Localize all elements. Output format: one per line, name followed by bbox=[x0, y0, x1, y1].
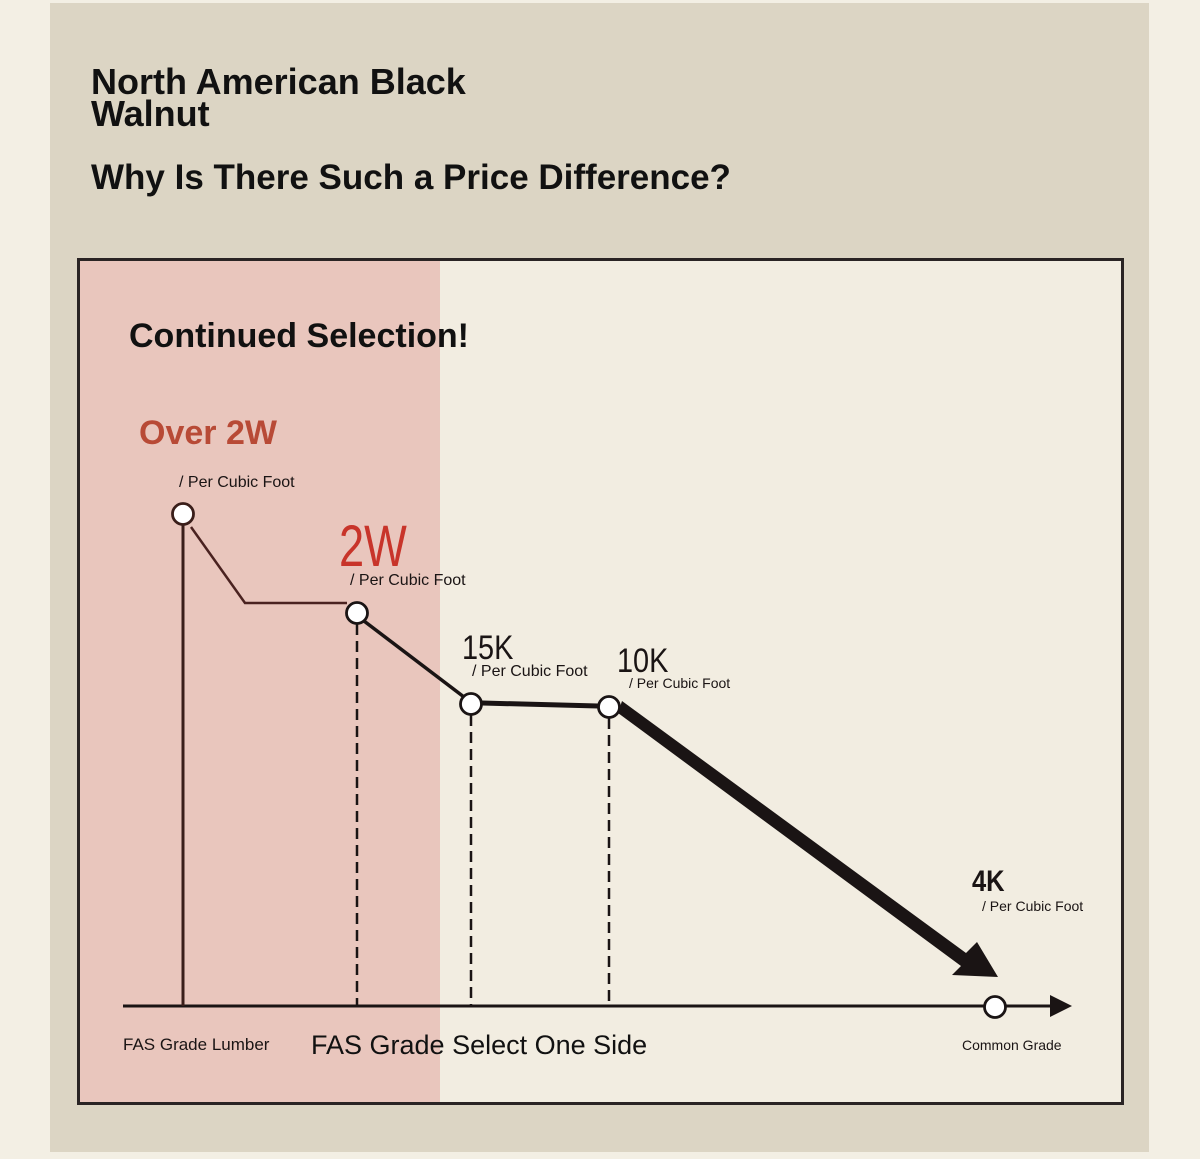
price-drop-arrow bbox=[618, 701, 998, 977]
data-point-marker bbox=[597, 695, 621, 719]
x-label-common-grade: Common Grade bbox=[962, 1037, 1062, 1053]
unit-label: / Per Cubic Foot bbox=[179, 474, 295, 491]
data-point-marker bbox=[983, 995, 1007, 1019]
unit-label: / Per Cubic Foot bbox=[350, 572, 466, 589]
page-subtitle: Why Is There Such a Price Difference? bbox=[91, 158, 731, 197]
data-point-marker bbox=[345, 601, 369, 625]
data-point-marker bbox=[171, 502, 195, 526]
page-title: North American Black Walnut bbox=[91, 61, 466, 134]
price-line-segment bbox=[362, 619, 466, 699]
price-label-4k: 4K bbox=[972, 864, 1005, 897]
price-label-10k: 10K bbox=[617, 641, 668, 680]
price-line-segment bbox=[189, 526, 347, 605]
price-label-2w: 2W bbox=[339, 515, 407, 580]
x-label-fas-grade-lumber: FAS Grade Lumber bbox=[123, 1035, 270, 1054]
chart-frame: Continued Selection! Over 2W / Per Cubic F… bbox=[77, 258, 1124, 1105]
price-label-over-2w: Over 2W bbox=[139, 414, 278, 452]
price-chart: Continued Selection! Over 2W / Per Cubic F… bbox=[123, 317, 1083, 1060]
chart-title: Continued Selection! bbox=[129, 317, 469, 355]
unit-label: / Per Cubic Foot bbox=[982, 898, 1083, 914]
unit-label: / Per Cubic Foot bbox=[629, 675, 730, 691]
x-axis-arrowhead bbox=[1050, 995, 1072, 1017]
price-line-segment bbox=[481, 700, 599, 709]
price-label-15k: 15K bbox=[462, 628, 513, 667]
unit-label: / Per Cubic Foot bbox=[472, 663, 588, 680]
fas-grade-highlight-band bbox=[80, 261, 440, 1102]
data-point-marker bbox=[459, 692, 483, 716]
x-label-fas-select-one-side: FAS Grade Select One Side bbox=[311, 1030, 647, 1060]
